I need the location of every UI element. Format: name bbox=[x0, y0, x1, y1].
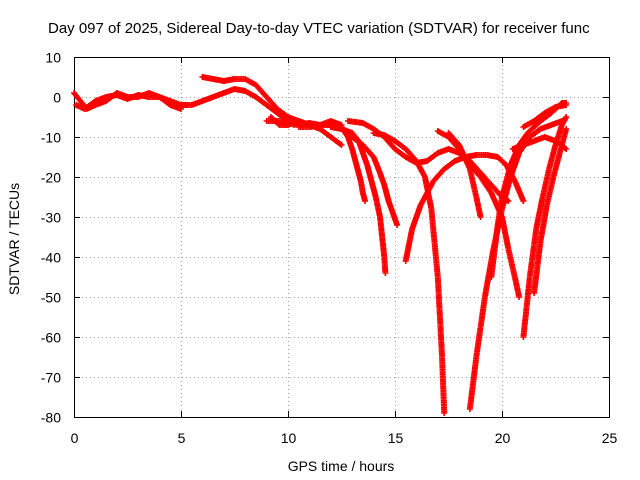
series-track-17 bbox=[520, 114, 570, 340]
y-tick-label: -10 bbox=[41, 130, 61, 146]
tick-labels: 0 5 10 15 20 25 10 0 -10 -20 -30 -40 -50 -60 -70 -80 bbox=[41, 50, 618, 447]
y-tick-label: 0 bbox=[53, 90, 61, 106]
marker-trace bbox=[509, 134, 570, 152]
y-tick-label: 10 bbox=[45, 50, 61, 66]
series-track-9 bbox=[338, 124, 368, 204]
series-track-20 bbox=[509, 134, 570, 152]
marker-trace bbox=[338, 124, 368, 204]
data-series bbox=[71, 74, 570, 416]
marker-trace bbox=[73, 92, 184, 112]
x-tick-label: 0 bbox=[71, 430, 79, 446]
y-tick-label: -20 bbox=[41, 170, 61, 186]
y-tick-label: -30 bbox=[41, 210, 61, 226]
series-track-2 bbox=[73, 92, 184, 112]
y-tick-label: -50 bbox=[41, 290, 61, 306]
series-track-19 bbox=[520, 102, 570, 130]
marker-trace bbox=[520, 102, 570, 130]
marker-trace bbox=[445, 130, 484, 220]
x-axis-label: GPS time / hours bbox=[288, 458, 395, 474]
marker-trace bbox=[370, 130, 448, 416]
x-tick-label: 5 bbox=[178, 430, 186, 446]
x-tick-label: 10 bbox=[281, 430, 297, 446]
y-tick-label: -80 bbox=[41, 410, 61, 426]
x-tick-label: 15 bbox=[388, 430, 404, 446]
y-tick-label: -60 bbox=[41, 330, 61, 346]
x-tick-label: 20 bbox=[495, 430, 511, 446]
x-tick-label: 25 bbox=[602, 430, 618, 446]
series-track-11 bbox=[370, 130, 448, 416]
marker-trace bbox=[402, 152, 527, 264]
axis-ticks bbox=[74, 57, 610, 418]
chart-title: Day 097 of 2025, Sidereal Day-to-day VTE… bbox=[48, 20, 590, 37]
marker-trace bbox=[520, 114, 570, 340]
y-tick-label: -70 bbox=[41, 370, 61, 386]
y-axis-label: SDTVAR / TECUs bbox=[6, 183, 22, 295]
series-track-12 bbox=[402, 152, 527, 264]
plot-frame bbox=[74, 57, 610, 418]
y-tick-label: -40 bbox=[41, 250, 61, 266]
series-track-14 bbox=[445, 130, 484, 220]
